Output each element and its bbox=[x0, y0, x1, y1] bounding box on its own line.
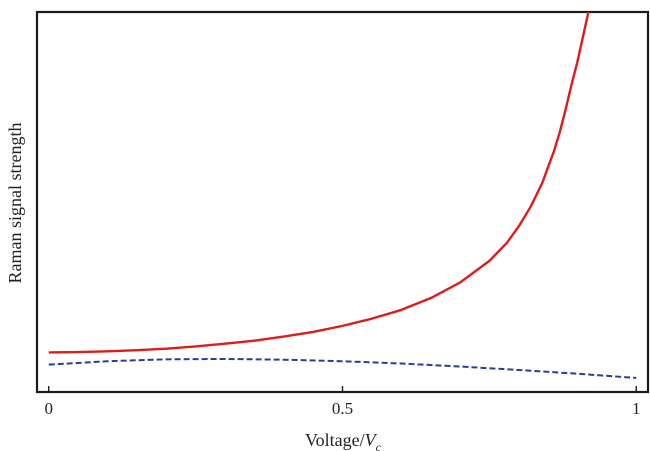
x-axis-label-main: Voltage/ bbox=[305, 430, 365, 450]
x-axis-label: Voltage/Vc bbox=[305, 430, 382, 451]
x-axis-label-sub: c bbox=[376, 440, 382, 451]
x-tick-label: 0.5 bbox=[332, 399, 353, 418]
series-line-dashed bbox=[48, 357, 637, 379]
series-line-solid bbox=[48, 12, 590, 354]
x-tick-label: 1 bbox=[632, 399, 641, 418]
x-axis-label-var: V bbox=[365, 430, 378, 450]
x-tick-label: 0 bbox=[45, 399, 54, 418]
x-tick-labels: 0 0.5 1 bbox=[45, 399, 641, 418]
y-axis-label: Raman signal strength bbox=[5, 123, 25, 284]
plot-frame bbox=[35, 10, 650, 394]
series-group bbox=[48, 12, 637, 379]
x-ticks bbox=[48, 386, 637, 392]
